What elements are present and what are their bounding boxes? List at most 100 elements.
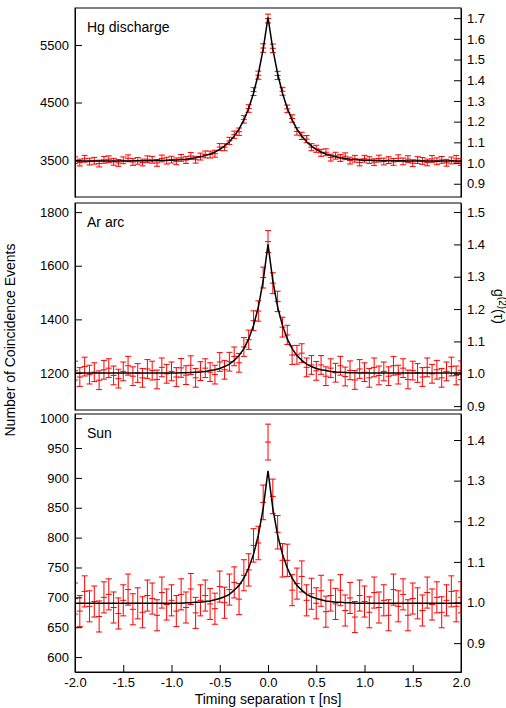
- data-point: [169, 362, 175, 381]
- error-cap: [294, 345, 300, 346]
- error-cap: [86, 590, 92, 591]
- error-cap: [448, 357, 454, 358]
- data-point: [212, 365, 218, 384]
- error-cap: [337, 154, 343, 155]
- error-cap: [337, 574, 343, 575]
- error-cap: [429, 364, 435, 365]
- error-cap: [429, 155, 435, 156]
- data-point: [140, 597, 146, 628]
- error-cap: [337, 161, 343, 162]
- error-cap: [386, 385, 392, 386]
- point-marker: [183, 607, 189, 608]
- error-cap: [111, 384, 117, 385]
- error-cap: [362, 162, 368, 163]
- error-cap: [207, 151, 213, 152]
- tick: 1.2: [454, 514, 485, 529]
- error-cap: [101, 379, 107, 380]
- data-point: [429, 589, 435, 620]
- error-cap: [434, 164, 440, 165]
- error-cap: [183, 163, 189, 164]
- data-point: [265, 424, 271, 460]
- point-marker: [140, 612, 146, 613]
- y-axis: 350045005500: [40, 9, 82, 198]
- error-cap: [333, 619, 339, 620]
- error-cap: [439, 387, 445, 388]
- data-point: [333, 588, 339, 619]
- tick-label: -1.5: [113, 675, 135, 690]
- y2-axis: 0.91.01.11.21.31.41.51.61.7: [454, 9, 485, 198]
- point-marker: [395, 606, 401, 607]
- plot-frame: [75, 414, 461, 672]
- error-cap: [270, 479, 276, 480]
- point-marker: [188, 588, 194, 589]
- data-point: [400, 359, 406, 378]
- error-cap: [395, 383, 401, 384]
- point-marker: [444, 162, 450, 163]
- tick-mark: [454, 18, 461, 19]
- error-cap: [178, 578, 184, 579]
- error-cap: [279, 337, 285, 338]
- point-marker: [318, 590, 324, 591]
- tick: 1.0: [454, 366, 485, 381]
- point-marker: [444, 371, 450, 372]
- tick-label: 1.2: [467, 114, 485, 129]
- error-cap: [328, 377, 334, 378]
- tick-label: 800: [47, 530, 69, 545]
- error-cap: [236, 135, 242, 136]
- tick-label: 1.5: [404, 675, 422, 690]
- data-point: [106, 579, 112, 610]
- error-cap: [241, 559, 247, 560]
- error-cap: [405, 630, 411, 631]
- error-cap: [135, 164, 141, 165]
- point-marker: [86, 606, 92, 607]
- error-cap: [125, 375, 131, 376]
- error-cap: [111, 623, 117, 624]
- data-point: [188, 573, 194, 604]
- tick-label: 650: [47, 620, 69, 635]
- error-cap: [294, 599, 300, 600]
- point-marker: [304, 600, 310, 601]
- error-cap: [260, 43, 266, 44]
- error-cap: [173, 626, 179, 627]
- point-marker: [386, 615, 392, 616]
- error-cap: [448, 157, 454, 158]
- data-point: [144, 360, 150, 379]
- point-marker: [366, 612, 372, 613]
- point-marker: [328, 157, 334, 158]
- panel-title: Ar arc: [87, 214, 124, 230]
- data-point: [130, 594, 136, 625]
- data-point: [419, 595, 425, 626]
- tick: 1.5: [454, 52, 485, 67]
- error-cap: [106, 609, 112, 610]
- point-marker: [130, 609, 136, 610]
- error-cap: [169, 163, 175, 164]
- error-cap: [101, 612, 107, 613]
- error-cap: [304, 376, 310, 377]
- error-cap: [173, 164, 179, 165]
- data-point: [115, 369, 121, 388]
- data-point: [202, 580, 208, 611]
- tick: 1.0: [356, 665, 374, 690]
- x-axis-title: Timing separation τ [ns]: [195, 691, 342, 707]
- error-cap: [304, 584, 310, 585]
- error-cap: [159, 608, 165, 609]
- data-point: [376, 366, 382, 385]
- tick: 3500: [40, 153, 82, 168]
- error-cap: [154, 599, 160, 600]
- data-point: [106, 359, 112, 378]
- error-cap: [299, 343, 305, 344]
- tick-mark: [454, 122, 461, 123]
- error-cap: [106, 578, 112, 579]
- data-point: [226, 574, 232, 605]
- error-cap: [308, 578, 314, 579]
- data-point: [313, 588, 319, 619]
- point-marker: [424, 367, 430, 368]
- error-cap: [294, 568, 300, 569]
- data-point: [144, 156, 150, 163]
- tick-label: 5500: [40, 38, 69, 53]
- error-cap: [366, 163, 372, 164]
- error-cap: [154, 388, 160, 389]
- error-cap: [308, 609, 314, 610]
- error-cap: [395, 621, 401, 622]
- error-cap: [236, 372, 242, 373]
